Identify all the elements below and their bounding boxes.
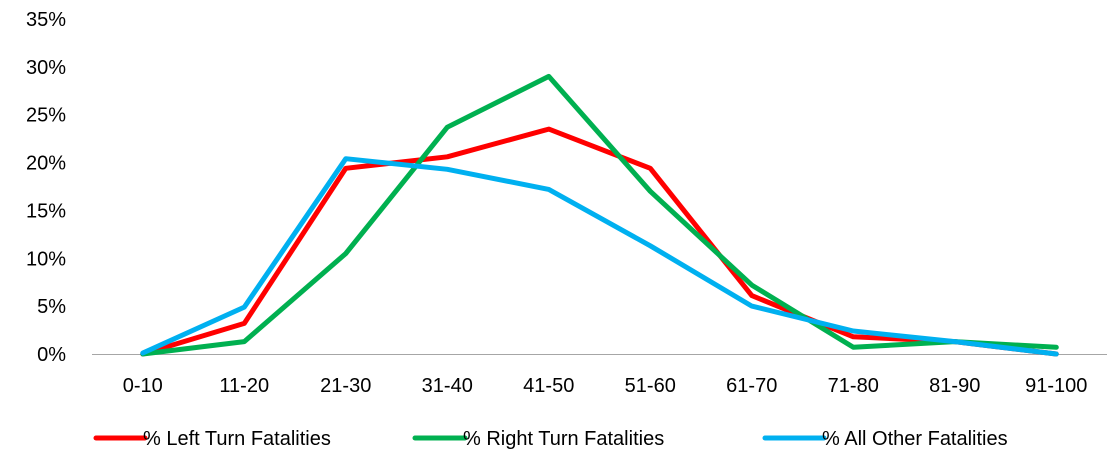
x-tick-label: 51-60	[625, 375, 676, 397]
y-tick-label: 25%	[26, 105, 66, 127]
y-tick-label: 10%	[26, 248, 66, 270]
legend-item: % Right Turn Fatalities	[412, 428, 664, 450]
x-tick-label: 91-100	[1025, 375, 1087, 397]
x-axis-ticks: 0-10 11-20 21-30 31-40 41-50 51-60 61-70 71-80 8…	[123, 375, 1088, 397]
series-lines	[140, 73, 1059, 357]
legend-item: % Left Turn Fatalities	[93, 428, 331, 450]
x-tick-label: 11-20	[219, 375, 269, 397]
x-tick-label: 31-40	[422, 375, 473, 397]
series-line-2	[140, 73, 1059, 357]
legend: % Left Turn Fatalities % Right Turn Fatal…	[93, 428, 1008, 450]
y-tick-label: 15%	[26, 200, 66, 222]
y-tick-label: 5%	[37, 296, 66, 318]
x-tick-label: 61-70	[726, 375, 777, 397]
legend-label: % Right Turn Fatalities	[463, 428, 664, 450]
x-tick-label: 0-10	[123, 375, 163, 397]
y-tick-label: 20%	[26, 153, 66, 175]
x-tick-label: 21-30	[320, 375, 371, 397]
y-tick-label: 0%	[37, 344, 66, 366]
y-axis-ticks: 0% 5% 10% 15% 20% 25% 30% 35%	[26, 9, 66, 366]
series-line-1	[140, 126, 1059, 357]
x-tick-label: 41-50	[523, 375, 574, 397]
y-tick-label: 35%	[26, 9, 66, 31]
legend-item: % All Other Fatalities	[762, 428, 1008, 450]
x-tick-label: 81-90	[929, 375, 980, 397]
series-line-3	[140, 156, 1059, 357]
y-tick-label: 30%	[26, 57, 66, 79]
x-tick-label: 71-80	[828, 375, 879, 397]
legend-label: % All Other Fatalities	[822, 428, 1008, 450]
legend-label: % Left Turn Fatalities	[143, 428, 331, 450]
